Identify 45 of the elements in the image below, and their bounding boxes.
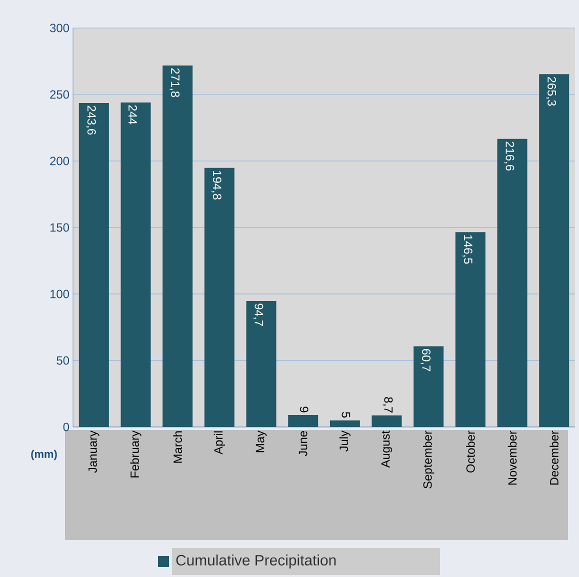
x-tick-label: April: [214, 431, 225, 454]
data-label: 243,6: [86, 106, 96, 135]
x-tick-label: October: [466, 430, 475, 472]
x-tick-label: December: [550, 430, 558, 485]
data-label: 265,3: [546, 76, 556, 106]
x-tick-label: November: [508, 430, 517, 485]
x-tick-label: March: [173, 431, 182, 463]
bar: [539, 74, 570, 427]
bar: [372, 415, 402, 427]
y-tick-label: 50: [56, 356, 70, 365]
data-label: 244: [128, 105, 137, 124]
bar: [204, 168, 234, 427]
x-tick-label: January: [88, 430, 100, 473]
y-tick-label: 250: [50, 90, 70, 99]
x-tick-label: June: [298, 431, 308, 456]
y-tick-label: 0: [63, 422, 70, 432]
y-tick-label: 100: [50, 290, 70, 298]
x-tick-label: August: [381, 430, 392, 468]
data-label: 216,6: [504, 142, 514, 170]
bar: [414, 346, 444, 427]
data-label: 94,7: [253, 304, 264, 326]
bar: [330, 420, 360, 427]
y-tick-label: 200: [50, 156, 70, 166]
data-label: 271,8: [170, 68, 180, 98]
data-label: 146,5: [462, 235, 472, 264]
x-tick-label: February: [130, 430, 142, 478]
bar: [497, 138, 528, 427]
y-axis-title: (mm): [31, 450, 57, 460]
x-tick-label: July: [339, 430, 350, 452]
data-label: 9: [300, 406, 308, 412]
x-tick-label: May: [256, 430, 267, 452]
bar: [288, 415, 318, 427]
bar: [246, 301, 276, 427]
x-tick-label: September: [423, 430, 434, 488]
bar: [120, 102, 151, 427]
legend-label: Cumulative Precipitation: [176, 554, 336, 568]
data-label: 194,8: [211, 171, 222, 200]
y-tick-label: 300: [50, 24, 70, 32]
y-tick-label: 150: [50, 223, 70, 232]
data-label: 60,7: [420, 349, 431, 372]
data-label: 5: [342, 412, 350, 418]
bar: [162, 65, 193, 427]
bar: [455, 232, 486, 427]
data-label: 8,7: [382, 397, 393, 413]
bar: [78, 103, 109, 427]
